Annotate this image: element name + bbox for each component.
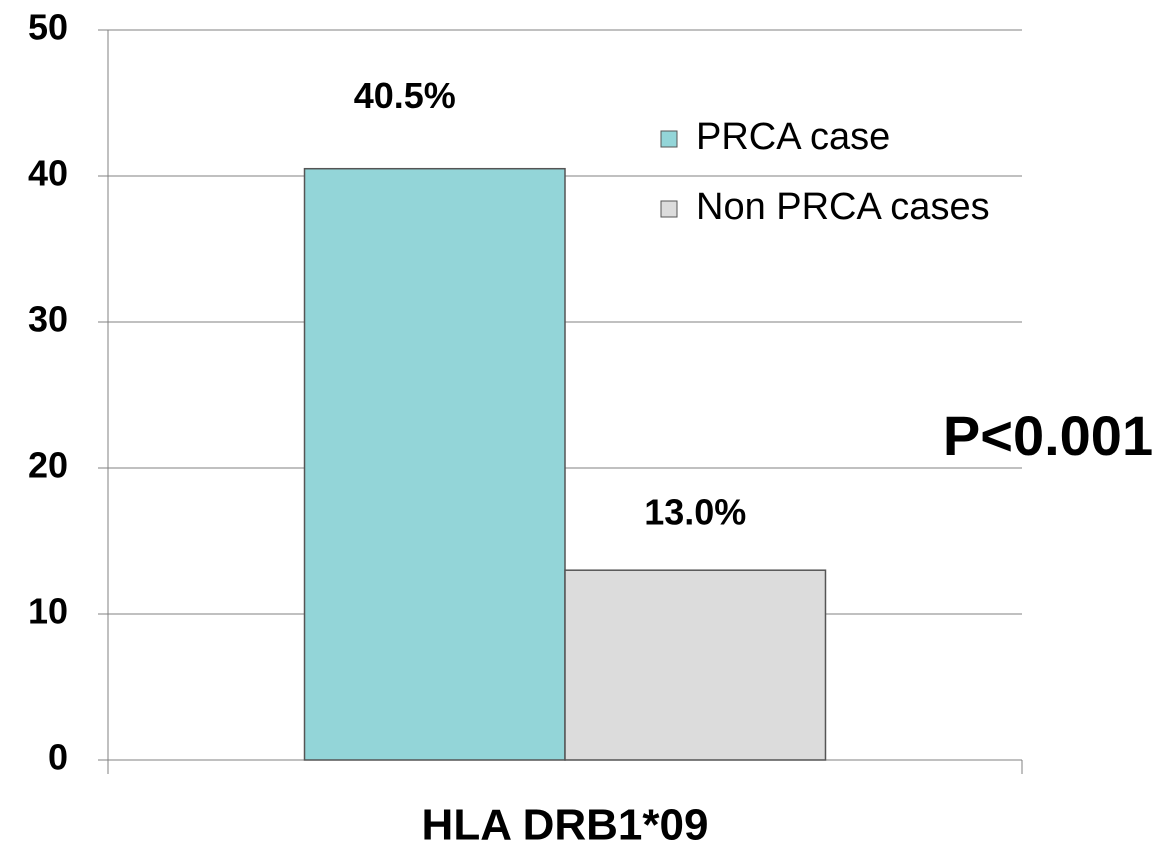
y-tick-label: 30 — [28, 299, 68, 340]
bar — [564, 569, 827, 761]
y-tick-label: 40 — [28, 153, 68, 194]
legend-label: Non PRCA cases — [696, 186, 990, 228]
y-tick-label: 20 — [28, 445, 68, 486]
legend-swatch — [660, 130, 678, 148]
legend-label: PRCA case — [696, 116, 890, 158]
y-tick-label: 0 — [48, 737, 68, 778]
value-label: 40.5% — [354, 75, 456, 116]
legend-swatch — [660, 200, 678, 218]
y-tick-label: 50 — [28, 7, 68, 48]
y-tick-label: 10 — [28, 591, 68, 632]
value-label: 13.0% — [644, 492, 746, 533]
annotation: P<0.001 — [943, 404, 1153, 467]
bar — [303, 167, 566, 761]
x-tick-label: HLA DRB1*09 — [422, 801, 709, 845]
